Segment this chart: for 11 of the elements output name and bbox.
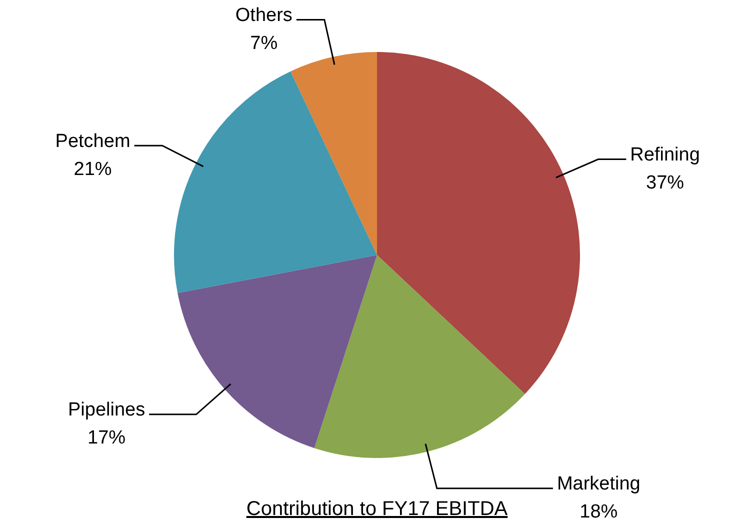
data-label: 21% xyxy=(74,158,112,180)
text: Contribution to FY17 EBITDA xyxy=(246,498,508,520)
data-label: 37% xyxy=(646,172,684,194)
slice-label: Pipelines xyxy=(68,400,146,421)
data-label: 7% xyxy=(250,33,278,54)
data-label: 18% xyxy=(580,502,618,523)
slice-label: Petchem xyxy=(55,130,130,152)
slice-label: Refining xyxy=(630,144,700,166)
data-label: 17% xyxy=(88,428,126,449)
slice-label: Others xyxy=(235,5,292,26)
slice-label: Marketing xyxy=(556,474,640,495)
